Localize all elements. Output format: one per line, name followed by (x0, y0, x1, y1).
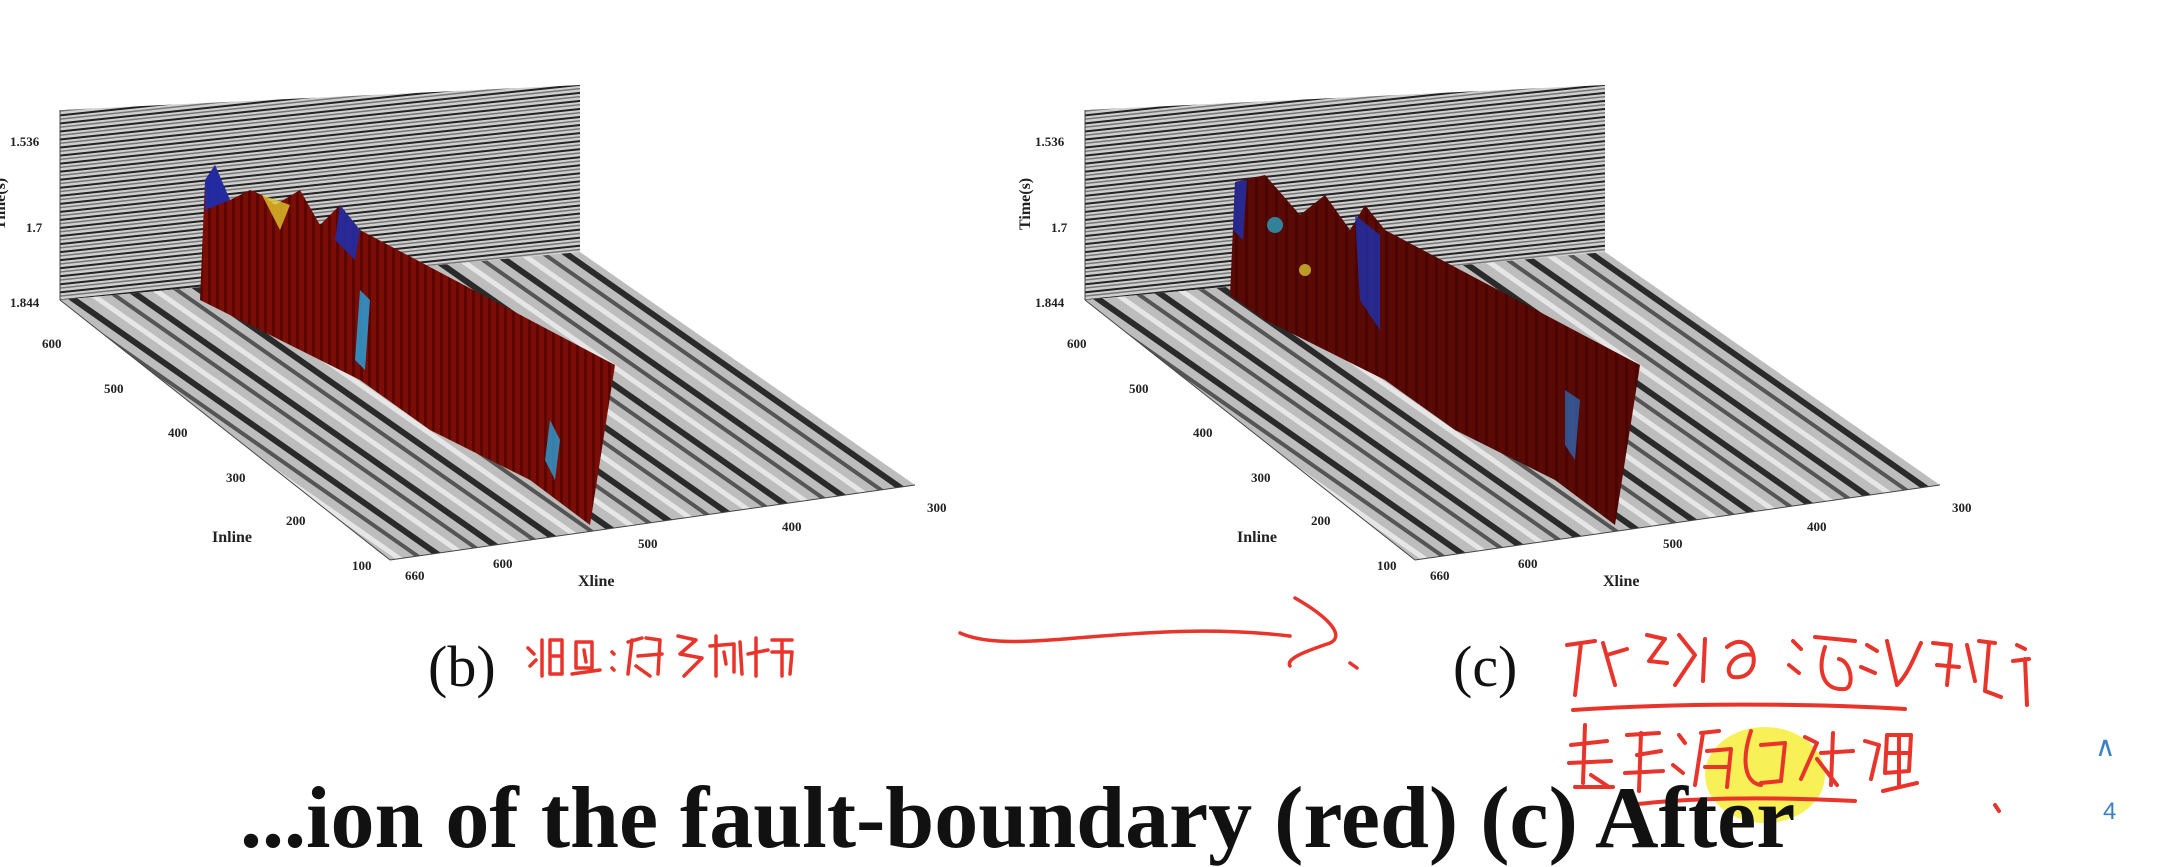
cyan-anomaly (1267, 217, 1283, 233)
blue-anomaly (205, 165, 230, 210)
seismic-3d-plot-b: 1.536 1.7 1.844 Time(s) 600 500 400 300 … (0, 85, 947, 590)
inline-axis-line (59, 299, 391, 561)
xline-tick: 600 (493, 556, 513, 571)
xline-tick: 400 (1807, 519, 1827, 534)
attribute-section-red (200, 165, 615, 525)
inline-axis-label: Inline (212, 529, 252, 546)
xline-axis-line (1414, 484, 1941, 561)
time-tick: 1.536 (1035, 134, 1065, 149)
handwritten-note-b (526, 634, 794, 678)
blue-anomaly (1565, 390, 1580, 460)
arrow-annotation (958, 596, 1359, 670)
figure-panel-c: 1.536 1.7 1.844 Time(s) 600 500 400 300 … (1017, 0, 2025, 640)
seismic-3d-plot-c: 1.536 1.7 1.844 Time(s) 600 500 400 300 … (1017, 85, 1972, 590)
xline-tick: 500 (1663, 536, 1683, 551)
inline-tick: 500 (1129, 381, 1149, 396)
xline-tick: 600 (1518, 556, 1538, 571)
time-axis-label: Time(s) (1017, 178, 1034, 230)
inline-axis-line (1084, 299, 1416, 561)
back-wall-section (1085, 85, 1605, 300)
xline-axis-line (389, 484, 916, 561)
inline-axis-label: Inline (1237, 529, 1277, 546)
inline-tick: 100 (352, 558, 372, 573)
time-tick: 1.7 (1051, 220, 1068, 235)
attribute-section-smoothed (1230, 175, 1640, 525)
yellow-anomaly (1299, 264, 1311, 276)
time-tick: 1.844 (1035, 295, 1065, 310)
inline-tick: 100 (1377, 558, 1397, 573)
xline-axis-label: Xline (578, 573, 614, 590)
yellow-anomaly (262, 195, 290, 230)
blue-anomaly (335, 205, 360, 260)
xline-tick: 400 (782, 519, 802, 534)
blue-anomaly (355, 290, 370, 370)
time-axis-label: Time(s) (0, 178, 9, 230)
inline-tick: 600 (1067, 336, 1087, 351)
blue-anomaly (1233, 180, 1247, 240)
time-tick: 1.536 (10, 134, 40, 149)
back-wall-section (60, 85, 580, 300)
xline-axis-label: Xline (1603, 573, 1639, 590)
inline-tick: 600 (42, 336, 62, 351)
xline-tick: 500 (638, 536, 658, 551)
xline-tick: 300 (1952, 500, 1972, 515)
inline-tick: 200 (286, 513, 306, 528)
xline-tick: 300 (927, 500, 947, 515)
page-number: 4 (2103, 798, 2117, 825)
inline-tick: 300 (226, 470, 246, 485)
inline-tick: 400 (168, 425, 188, 440)
time-tick: 1.844 (10, 295, 40, 310)
caption-b: (b) (428, 634, 496, 699)
handwritten-note-c (1565, 633, 2031, 823)
bottom-slide-text: ...ion of the fault-boundary (red) (c) A… (240, 770, 1796, 867)
time-tick: 1.7 (26, 220, 43, 235)
inline-tick: 200 (1311, 513, 1331, 528)
inline-tick: 400 (1193, 425, 1213, 440)
inline-tick: 300 (1251, 470, 1271, 485)
xline-tick: 660 (405, 568, 425, 583)
inline-tick: 500 (104, 381, 124, 396)
blue-anomaly (1355, 215, 1380, 330)
figure-panel-b: 1.536 1.7 1.844 Time(s) 600 500 400 300 … (0, 0, 1000, 640)
chevron-up-icon[interactable]: ∧ (2095, 730, 2116, 763)
blue-anomaly (545, 420, 560, 480)
caption-c: (c) (1453, 634, 1518, 699)
xline-tick: 660 (1430, 568, 1450, 583)
